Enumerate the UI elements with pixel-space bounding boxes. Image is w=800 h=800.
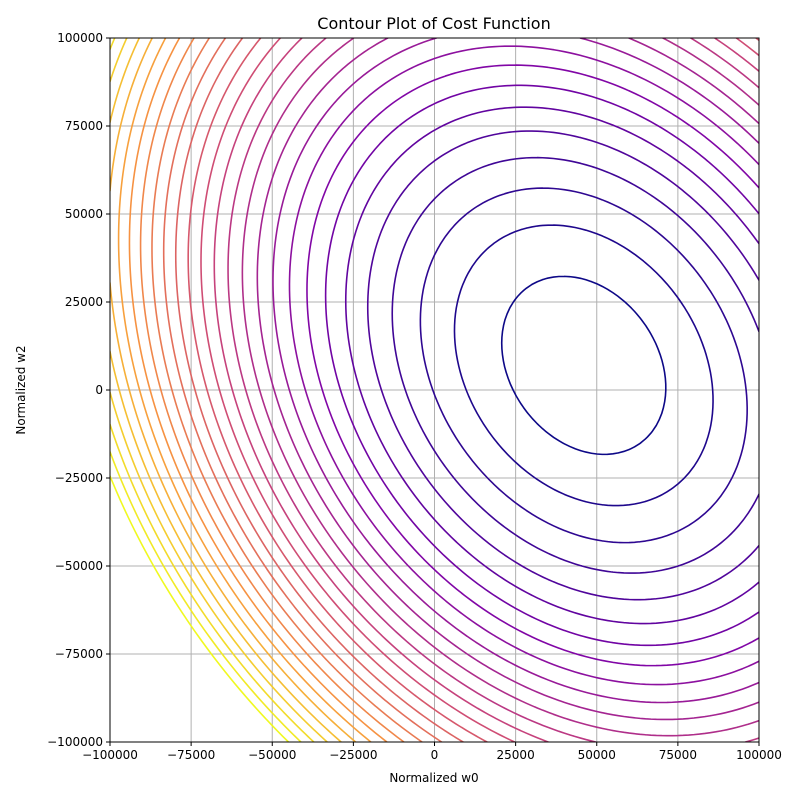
x-tick-label: 50000 <box>578 748 616 762</box>
x-tick-label: 0 <box>431 748 439 762</box>
contour-line <box>366 130 759 601</box>
y-tick-label: 0 <box>95 383 103 397</box>
contour-line <box>110 450 302 742</box>
contour-line <box>139 38 405 742</box>
contour-line <box>324 84 759 647</box>
contour-line <box>187 38 759 742</box>
plot-area: −100000 −75000 −50000 −25000 0 25000 50000 7500… <box>47 31 782 762</box>
contour-lines <box>110 38 759 742</box>
contour-line <box>391 156 759 574</box>
contour-line <box>306 64 759 667</box>
contour-line <box>419 187 748 544</box>
contour-line <box>272 38 759 704</box>
x-tick-label: 75000 <box>659 748 697 762</box>
y-axis-title: Normalized w2 <box>14 345 28 434</box>
x-tick-label: −25000 <box>329 748 377 762</box>
contour-line <box>227 38 759 742</box>
y-tick-label: 50000 <box>65 207 103 221</box>
contour-line <box>213 38 759 742</box>
y-tick-label: 100000 <box>57 31 103 45</box>
x-tick-label: −75000 <box>167 748 215 762</box>
contour-line <box>344 106 759 625</box>
x-tick-label: 25000 <box>497 748 535 762</box>
x-tick-label: −100000 <box>82 748 138 762</box>
y-tick-label: −50000 <box>55 559 103 573</box>
contour-line <box>174 38 464 742</box>
y-tick-label: −25000 <box>55 471 103 485</box>
contour-line <box>117 38 372 742</box>
contour-line <box>256 38 759 721</box>
contour-line <box>288 45 759 686</box>
y-tick-label: 75000 <box>65 119 103 133</box>
y-tick-label: 25000 <box>65 295 103 309</box>
contour-line <box>151 38 423 742</box>
contour-line <box>241 38 759 737</box>
contour-line <box>110 475 290 742</box>
x-axis-title: Normalized w0 <box>389 771 478 785</box>
y-tick-label: −75000 <box>55 647 103 661</box>
contour-line <box>110 38 342 742</box>
x-tick-label: 100000 <box>736 748 782 762</box>
contour-line <box>162 38 443 742</box>
y-tick-label: −100000 <box>47 735 103 749</box>
contour-line <box>453 224 714 507</box>
contour-line <box>128 38 388 742</box>
x-tick-label: −50000 <box>248 748 296 762</box>
chart-title: Contour Plot of Cost Function <box>317 14 550 33</box>
contour-line <box>110 38 328 742</box>
contour-line <box>200 38 759 742</box>
contour-line <box>500 275 667 456</box>
contour-line <box>110 38 315 742</box>
